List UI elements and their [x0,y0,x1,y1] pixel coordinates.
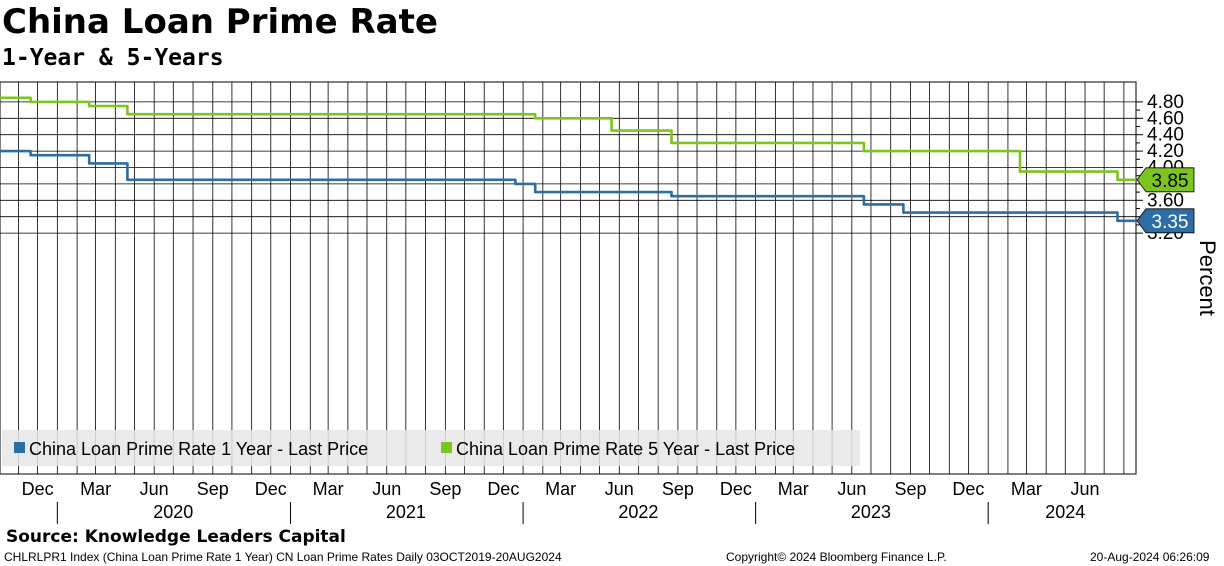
x-month-label: Mar [1011,479,1042,499]
footer-timestamp: 20-Aug-2024 06:26:09 [1090,550,1210,564]
x-month-label: Dec [720,479,752,499]
x-year-label: 2020 [153,502,193,522]
x-month-label: Sep [662,479,694,499]
source-note: Source: Knowledge Leaders Capital [6,527,346,547]
x-month-label: Mar [80,479,111,499]
y-axis-title: Percent [1195,240,1220,316]
x-month-label: Jun [140,479,169,499]
last-value-label: 3.35 [1152,212,1189,233]
x-month-label: Jun [605,479,634,499]
x-month-label: Sep [429,479,461,499]
legend-swatch [441,442,452,453]
x-month-label: Jun [837,479,866,499]
y-tick-label: 4.20 [1147,141,1184,162]
footer-copyright: Copyright© 2024 Bloomberg Finance L.P. [726,550,947,564]
series-line-1-year [0,149,1136,223]
page-subtitle: 1-Year & 5-Years [2,45,224,71]
x-month-label: Dec [487,479,519,499]
series-line-5-year [0,96,1136,182]
x-month-label: Dec [952,479,984,499]
legend-label: China Loan Prime Rate 5 Year - Last Pric… [456,439,795,459]
plot-area [0,81,1137,475]
y-tick-label: 4.60 [1147,108,1184,129]
x-month-label: Mar [778,479,809,499]
y-tick-label: 3.60 [1147,190,1184,211]
legend-swatch [14,442,25,453]
legend-label: China Loan Prime Rate 1 Year - Last Pric… [29,439,368,459]
x-month-label: Mar [545,479,576,499]
x-month-label: Jun [1071,479,1100,499]
x-year-label: 2021 [386,502,426,522]
x-month-label: Dec [255,479,287,499]
x-year-label: 2024 [1045,502,1085,522]
y-tick-label: 4.80 [1147,92,1184,113]
last-value-tag [1136,208,1195,234]
y-tick-label: 4.40 [1147,125,1184,146]
x-month-label: Jun [372,479,401,499]
x-month-label: Sep [894,479,926,499]
x-month-label: Mar [313,479,344,499]
footer-index-info: CHLRLPR1 Index (China Loan Prime Rate 1 … [4,550,562,564]
page-title: China Loan Prime Rate [2,2,438,42]
x-month-label: Dec [22,479,54,499]
last-value-label: 3.85 [1152,171,1189,192]
x-month-label: Sep [197,479,229,499]
last-value-tag [1136,167,1195,193]
x-year-label: 2022 [618,502,658,522]
x-year-label: 2023 [851,502,891,522]
legend-box [2,430,860,466]
